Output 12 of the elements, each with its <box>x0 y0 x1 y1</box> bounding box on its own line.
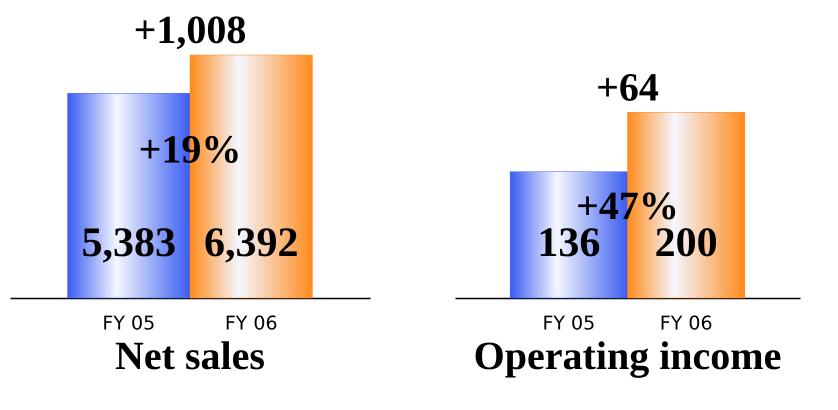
data-label: 5,383 <box>82 220 176 266</box>
data-label: 6,392 <box>204 220 298 266</box>
x-tick-label: FY 06 <box>224 312 278 334</box>
data-label: 200 <box>654 220 718 266</box>
x-tick-label: FY 05 <box>102 312 156 334</box>
text: +64 <box>596 64 659 110</box>
x-tick-label: FY 06 <box>660 312 713 334</box>
text: Operating income <box>474 333 782 378</box>
data-label: 136 <box>537 220 600 266</box>
text: Net sales <box>115 333 265 378</box>
x-tick-label: FY 05 <box>542 312 596 334</box>
text: +1,008 <box>134 7 246 52</box>
